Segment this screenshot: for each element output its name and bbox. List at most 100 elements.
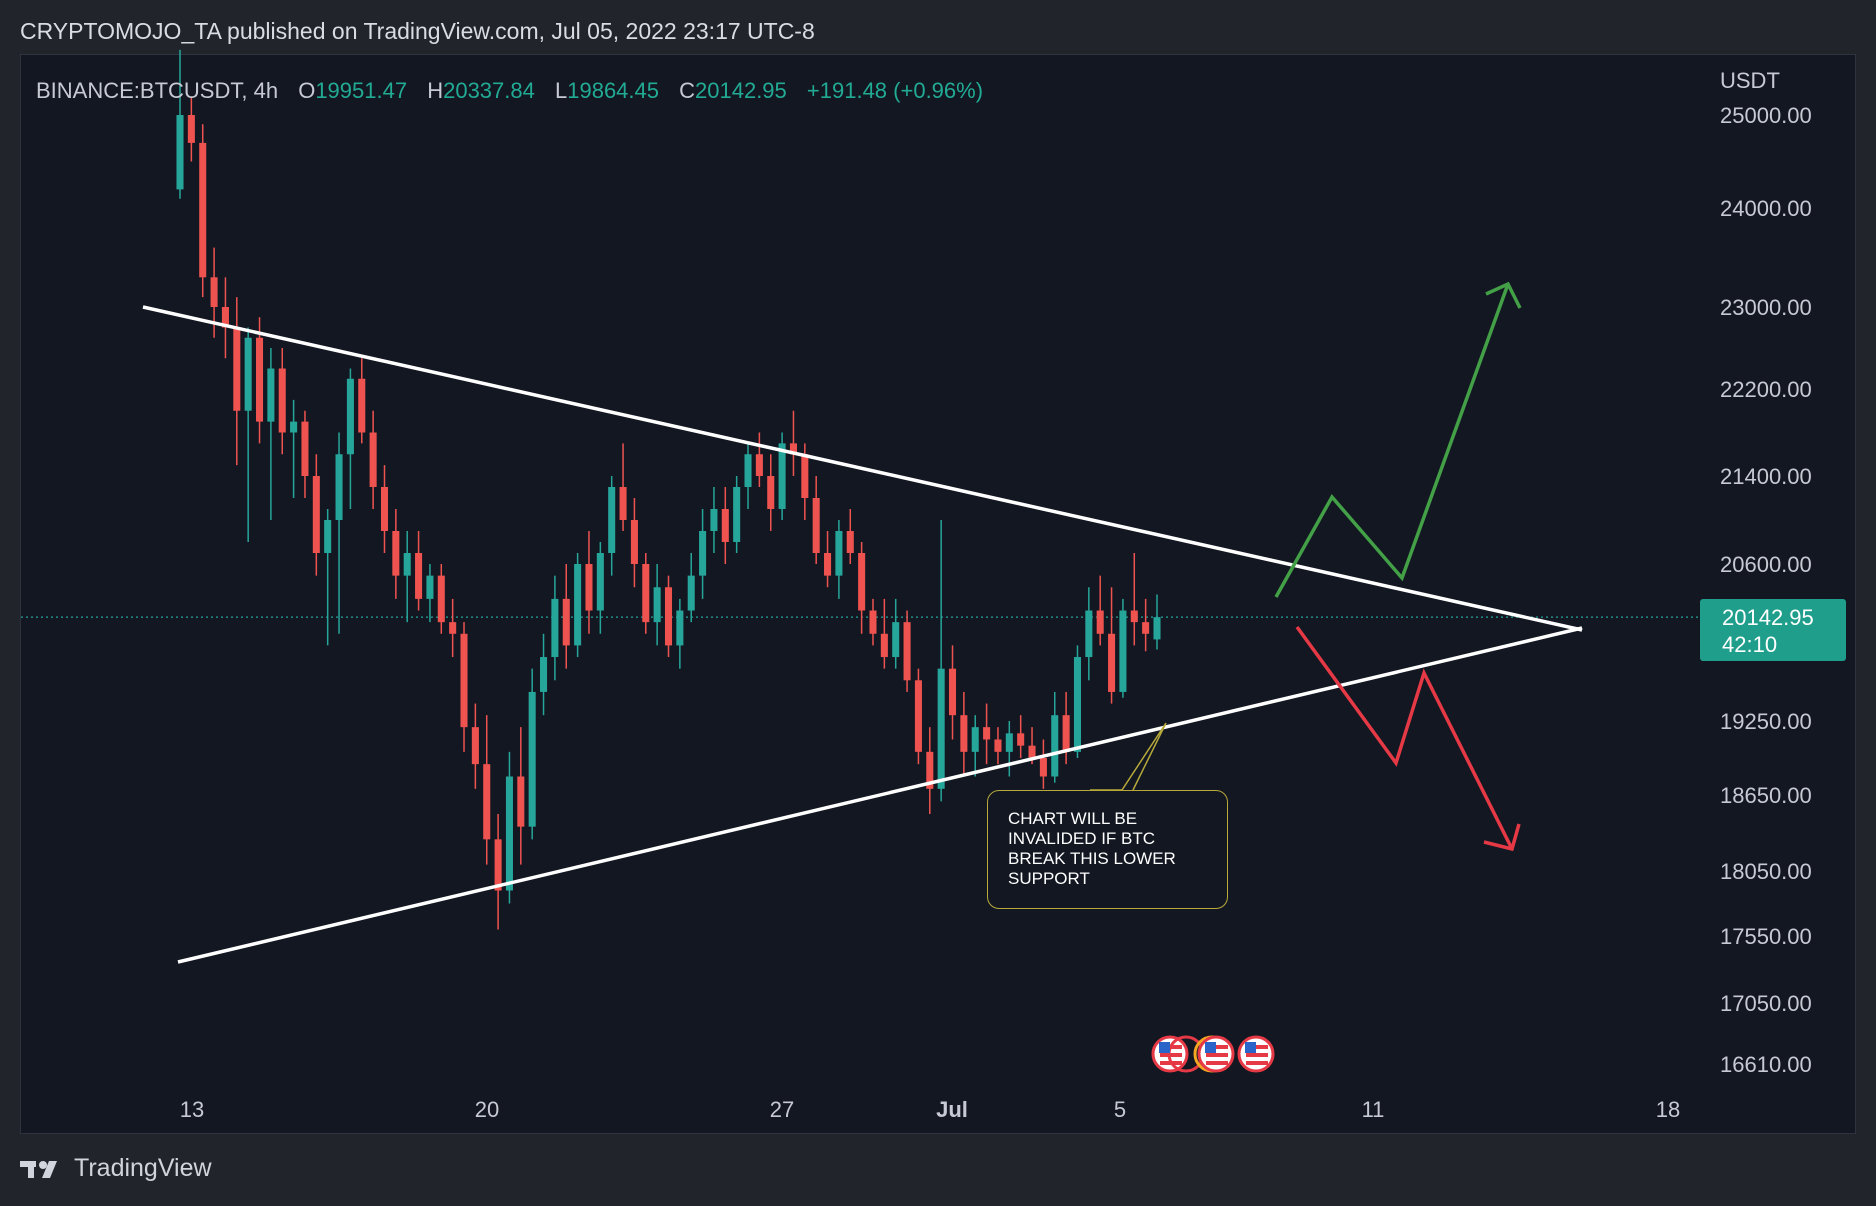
candle-body: [801, 454, 809, 498]
candle: [937, 520, 945, 802]
candle-body: [699, 531, 707, 576]
y-axis-tick-label: 18050.00: [1720, 859, 1812, 884]
candle: [596, 542, 604, 634]
candle: [1073, 645, 1081, 758]
candle: [1017, 715, 1025, 758]
candle-body: [380, 487, 389, 531]
chart-frame[interactable]: [20, 54, 1856, 1134]
candle-body: [415, 553, 423, 599]
candle-body: [789, 443, 797, 455]
candle-body: [460, 633, 468, 728]
tradingview-logo[interactable]: TradingView: [20, 1154, 212, 1183]
candle-body: [483, 764, 491, 840]
candle: [278, 348, 286, 455]
candle: [721, 487, 729, 564]
publisher-line: CRYPTOMOJO_TA published on TradingView.c…: [20, 18, 815, 44]
candle: [880, 598, 888, 669]
candle: [460, 622, 468, 752]
candle-body: [1096, 610, 1104, 634]
candle: [574, 553, 582, 658]
candle-body: [233, 327, 241, 411]
candle-body: [278, 368, 286, 433]
candle: [1096, 575, 1104, 646]
candle: [642, 553, 650, 634]
brand-name: TradingView: [74, 1154, 212, 1182]
candle-body: [664, 587, 673, 646]
candle: [528, 668, 536, 840]
y-axis-tick-label: 22200.00: [1720, 377, 1812, 402]
candle-body: [517, 776, 525, 827]
candle: [358, 358, 366, 444]
candle-body: [721, 509, 729, 542]
candle: [824, 531, 832, 588]
candle-body: [1153, 617, 1161, 640]
candle-body: [1108, 633, 1116, 692]
candle-body: [1062, 715, 1070, 752]
y-axis-tick-label: 24000.00: [1720, 196, 1812, 221]
candle-body: [948, 668, 957, 716]
candle-body: [710, 509, 718, 531]
open-label: O: [298, 78, 316, 103]
x-axis-tick-label: Jul: [936, 1097, 968, 1122]
candle: [1085, 587, 1093, 681]
candle: [789, 410, 797, 476]
low-label: L: [554, 78, 568, 103]
candle: [301, 410, 309, 498]
candle-body: [596, 553, 604, 611]
candle-body: [630, 520, 638, 564]
candle: [630, 498, 638, 588]
candle: [392, 509, 400, 599]
candle-body: [846, 531, 854, 553]
y-axis-tick-label: 17050.00: [1720, 991, 1812, 1016]
candle-body: [210, 277, 218, 307]
candle: [585, 531, 593, 634]
candle: [1051, 691, 1059, 783]
y-axis-tick-label: 20600.00: [1720, 552, 1812, 577]
currency-label: USDT: [1720, 68, 1780, 93]
candle: [676, 598, 684, 669]
candle: [1130, 553, 1138, 646]
candle-body: [369, 432, 377, 487]
candle: [903, 610, 911, 692]
candle: [415, 531, 423, 611]
annotation-callout[interactable]: CHART WILL BE INVALIDED IF BTC BREAK THI…: [987, 790, 1228, 909]
candle-body: [778, 443, 786, 509]
candle-body: [1017, 733, 1025, 746]
candle: [971, 715, 979, 777]
candle: [914, 668, 922, 765]
tradingview-logo-icon: [20, 1160, 57, 1178]
candle-body: [744, 454, 752, 487]
candle-body: [312, 476, 320, 553]
candle: [699, 509, 707, 599]
bullish-projection-arrow: [1274, 283, 1510, 598]
candle-body: [767, 476, 775, 509]
candle-body: [267, 368, 275, 422]
candle: [426, 564, 434, 623]
candle-body: [187, 115, 195, 143]
candle: [540, 633, 548, 716]
candle-body: [608, 487, 616, 553]
ohlc-legend: BINANCE:BTCUSDT, 4h O19951.47 H20337.84 …: [36, 78, 983, 104]
y-axis-tick-label: 17550.00: [1720, 924, 1812, 949]
candle: [619, 443, 627, 531]
candle-body: [1142, 622, 1150, 634]
bullish-arrowhead: [1485, 281, 1522, 309]
candle-body: [642, 564, 650, 623]
candle-body: [994, 739, 1002, 752]
candle: [960, 691, 968, 777]
candle: [1142, 598, 1150, 652]
x-axis-tick-label: 13: [180, 1097, 204, 1122]
bearish-projection-arrow: [1295, 625, 1514, 850]
close-label: C: [679, 78, 696, 103]
candle: [471, 703, 479, 789]
candle-body: [540, 657, 548, 692]
candle-body: [1130, 610, 1138, 623]
candle-body: [494, 839, 502, 891]
candle: [505, 751, 513, 904]
candle: [983, 703, 991, 765]
candle-body: [880, 633, 888, 658]
y-axis-tick-label: 23000.00: [1720, 295, 1812, 320]
candle-body: [1085, 610, 1093, 658]
y-axis-tick-label: 18650.00: [1720, 783, 1812, 808]
